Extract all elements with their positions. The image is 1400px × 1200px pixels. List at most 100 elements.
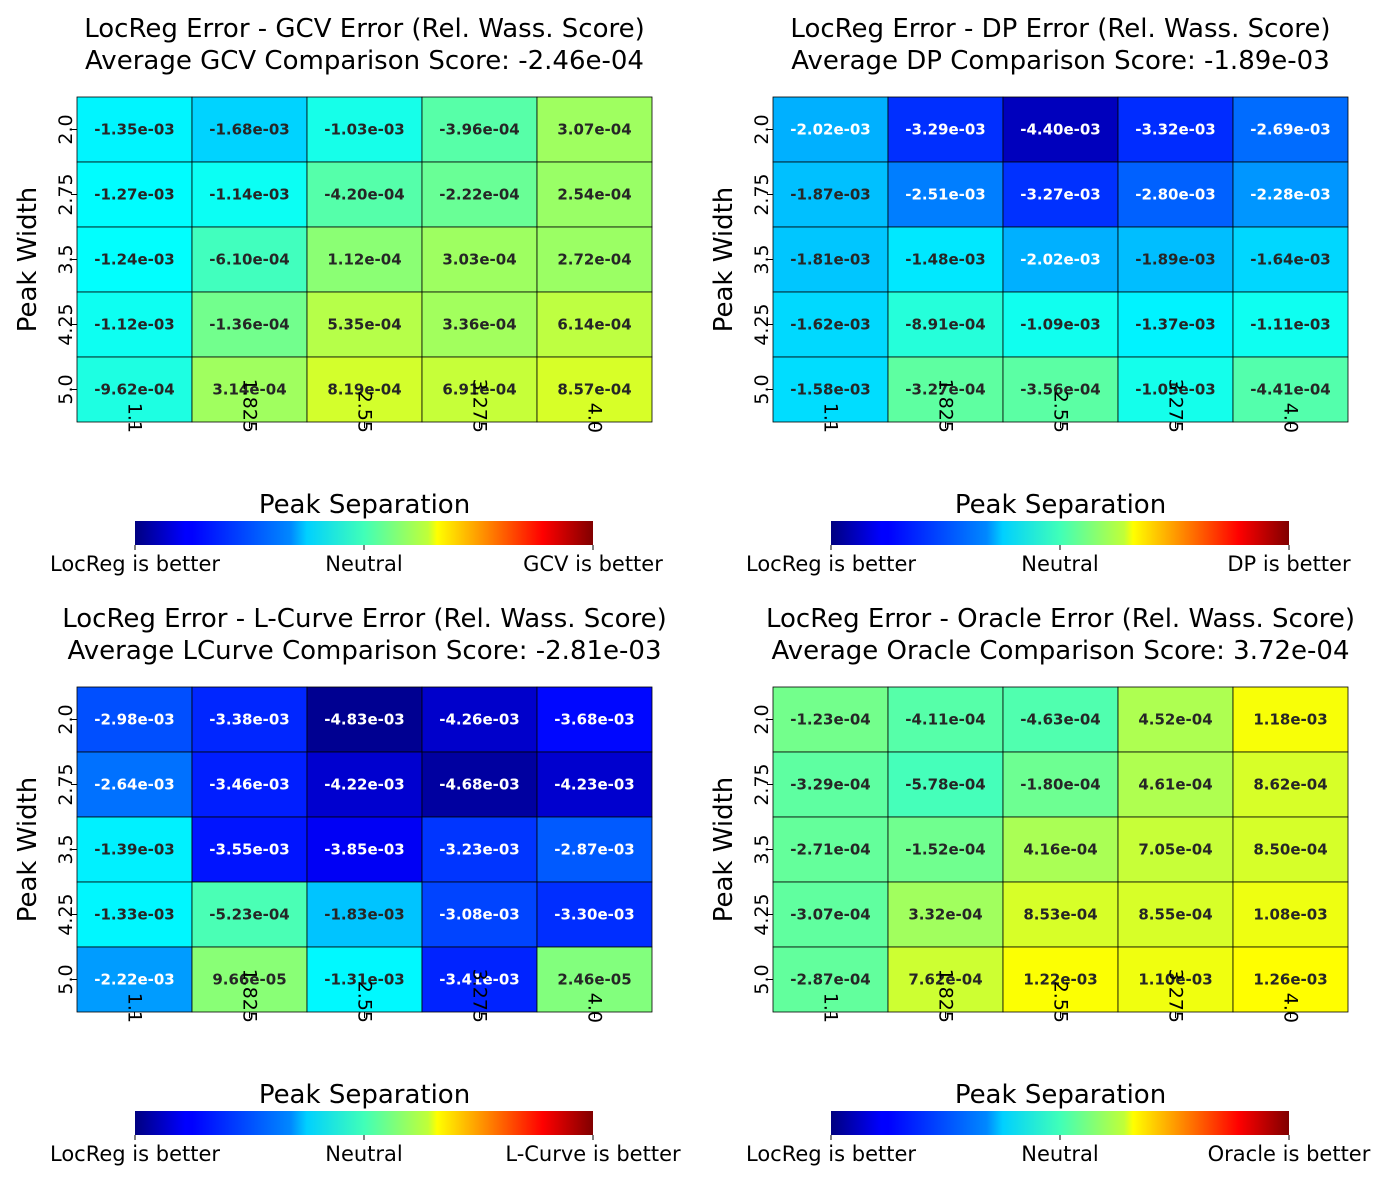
cell-value-label: -1.87e-03 [790,186,871,204]
y-tick-label: 3.5 [751,244,773,274]
heatmap-cell [887,96,1004,163]
heatmap-cell [772,356,889,423]
x-tick-label: 3.275 [1165,969,1187,1023]
cell-value-label: -1.03e-03 [324,121,405,139]
cell-value-label: -2.22e-03 [94,971,175,989]
x-tick-label: 1.825 [239,969,261,1023]
x-axis-label: Peak Separation [259,490,470,520]
cell-value-label: 4.52e-04 [1138,711,1212,729]
heatmap-cell [536,356,653,423]
cell-value-label: -1.27e-03 [94,186,175,204]
cell-value-label: 1.18e-03 [1253,711,1327,729]
y-tick-label: 4.25 [55,893,77,935]
cell-value-label: -3.46e-03 [209,776,290,794]
heatmap-cell [1117,161,1234,228]
colorbar-label: DP is better [1227,552,1351,576]
y-tick-label: 2.0 [55,114,77,144]
y-tick-label: 5.0 [751,374,773,404]
cell-value-label: -3.08e-03 [439,906,520,924]
cell-value-label: -1.36e-04 [209,316,290,334]
x-tick-label: 4.0 [584,993,606,1023]
colorbar-label: Neutral [1021,552,1099,576]
cell-value-label: -4.20e-04 [324,186,405,204]
cell-value-label: -3.85e-03 [324,841,405,859]
x-tick-label: 1.1 [124,993,146,1023]
x-tick-label: 1.1 [124,403,146,433]
heatmap-cell [191,356,308,423]
cell-value-label: 7.05e-04 [1138,841,1212,859]
y-tick-label: 2.75 [751,173,773,215]
x-tick-label: 4.0 [1280,993,1302,1023]
heatmap-cell [1232,226,1349,293]
y-axis-label: Peak Width [13,777,43,923]
x-tick-label: 1.825 [935,969,957,1023]
heatmap-cell [1232,816,1349,883]
cell-value-label: -3.96e-04 [439,121,520,139]
y-tick-label: 4.25 [751,893,773,935]
x-tick-label: 4.0 [1280,403,1302,433]
heatmap-cell [421,881,538,948]
heatmap-cell [1232,161,1349,228]
cell-value-label: -4.22e-03 [324,776,405,794]
cell-value-label: 2.54e-04 [557,186,631,204]
x-tick-label: 4.0 [584,403,606,433]
x-tick-label: 1.1 [820,993,842,1023]
heatmap-cell [1002,816,1119,883]
heatmap-cell [772,816,889,883]
cell-value-label: -3.56e-04 [1020,381,1101,399]
heatmap-cell [191,946,308,1013]
cell-value-label: -1.31e-03 [324,971,405,989]
y-axis-label: Peak Width [709,187,739,333]
heatmap-cell [306,686,423,753]
cell-value-label: -2.98e-03 [94,711,175,729]
heatmap-cell [1232,291,1349,358]
cell-value-label: 1.22e-03 [1023,971,1097,989]
heatmap-cell [1117,816,1234,883]
cell-value-label: -3.41e-03 [439,971,520,989]
cell-value-label: -3.68e-03 [554,711,635,729]
colorbar-label: Neutral [1021,1142,1099,1166]
heatmap-cell [772,291,889,358]
heatmap-cell [76,881,193,948]
heatmap-cell [536,881,653,948]
heatmap-cell [1117,226,1234,293]
x-tick-label: 1.825 [935,379,957,433]
cell-value-label: -2.69e-03 [1250,121,1331,139]
cell-value-label: -1.81e-03 [790,251,871,269]
heatmap-cell [306,946,423,1013]
heatmap-cell [536,291,653,358]
heatmap-cell [1232,356,1349,423]
heatmap-panel-4: LocReg Error - Oracle Error (Rel. Wass. … [709,604,1371,1166]
y-tick-label: 5.0 [55,964,77,994]
heatmap-cell [1002,291,1119,358]
cell-value-label: -1.48e-03 [905,251,986,269]
cell-value-label: -1.12e-03 [94,316,175,334]
cell-value-label: 3.07e-04 [557,121,631,139]
chart-subtitle: Average DP Comparison Score: -1.89e-03 [791,46,1330,76]
chart-title: LocReg Error - GCV Error (Rel. Wass. Sco… [84,14,645,44]
y-tick-label: 3.5 [55,244,77,274]
cell-value-label: 7.62e-04 [908,971,982,989]
heatmap-cell [76,161,193,228]
heatmap-cell [536,816,653,883]
cell-value-label: 8.62e-04 [1253,776,1327,794]
cell-value-label: -3.23e-03 [439,841,520,859]
heatmap-cell [1117,686,1234,753]
cell-value-label: -4.11e-04 [905,711,986,729]
heatmap-cell [1002,356,1119,423]
cell-value-label: -9.62e-04 [94,381,175,399]
heatmap-cell [191,96,308,163]
cell-value-label: 8.53e-04 [1023,906,1097,924]
chart-subtitle: Average GCV Comparison Score: -2.46e-04 [85,46,644,76]
heatmap-cell [421,96,538,163]
cell-value-label: -3.55e-03 [209,841,290,859]
heatmap-cell [1232,881,1349,948]
cell-value-label: 8.57e-04 [557,381,631,399]
cell-value-label: 3.14e-04 [212,381,286,399]
cell-value-label: 1.10e-03 [1138,971,1212,989]
cell-value-label: -1.37e-03 [1135,316,1216,334]
x-tick-label: 3.275 [469,379,491,433]
cell-value-label: 1.12e-04 [327,251,401,269]
cell-value-label: -2.28e-03 [1250,186,1331,204]
heatmap-cell [536,751,653,818]
